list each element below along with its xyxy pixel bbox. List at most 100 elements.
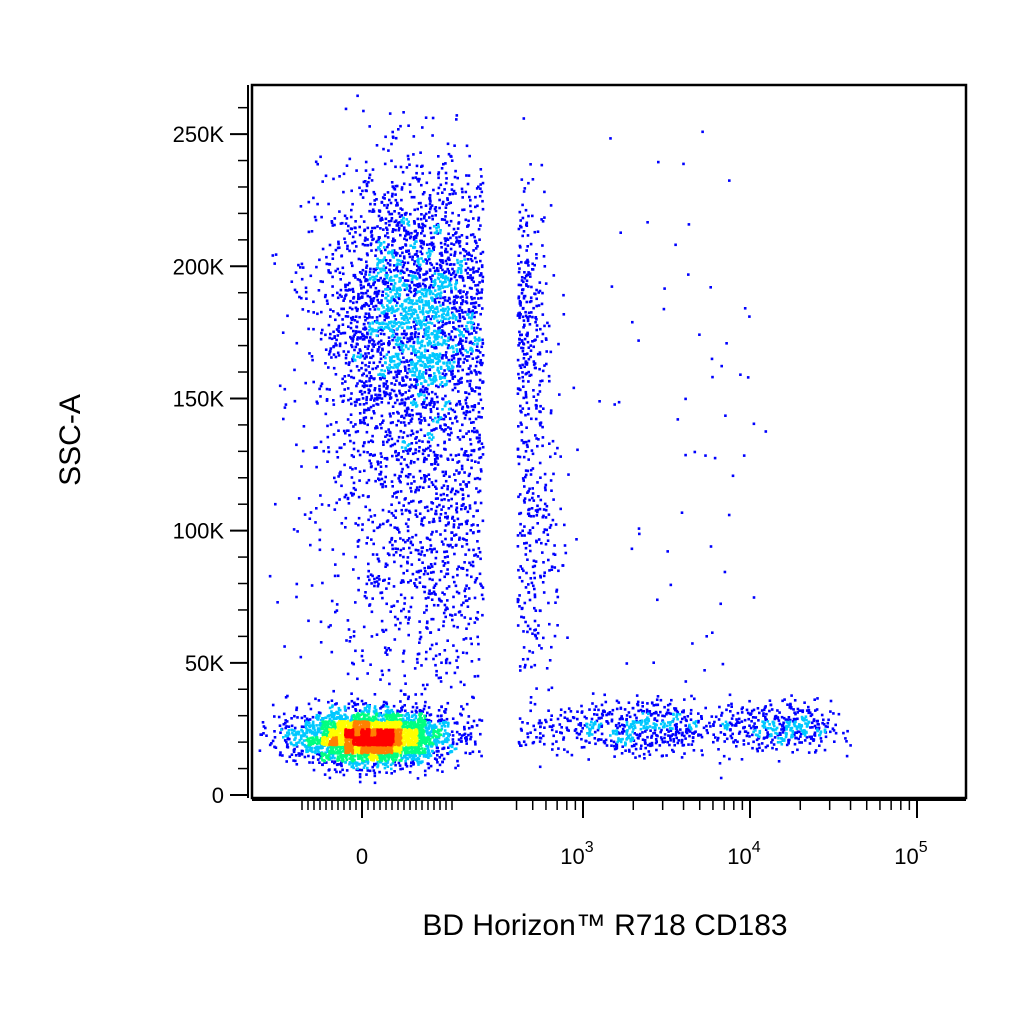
event-dot <box>519 304 522 307</box>
event-dot <box>395 274 399 278</box>
event-dot <box>439 367 443 370</box>
event-dot <box>356 307 359 311</box>
event-dot <box>815 719 819 723</box>
event-dot <box>347 706 350 710</box>
event-dot <box>315 400 319 404</box>
event-dot <box>400 470 404 474</box>
event-dot <box>409 235 412 238</box>
event-dot <box>437 628 441 631</box>
event-dot <box>413 335 417 339</box>
event-dot <box>336 267 340 271</box>
event-dot <box>409 719 413 722</box>
event-dot <box>444 394 447 398</box>
event-dot <box>452 321 455 324</box>
event-dot <box>526 491 529 494</box>
event-dot <box>429 341 432 345</box>
event-dot <box>811 726 814 729</box>
event-dot <box>325 761 328 764</box>
event-dot <box>352 630 356 633</box>
event-dot <box>754 716 758 719</box>
event-dot <box>434 497 438 500</box>
event-dot <box>392 389 396 393</box>
event-dot <box>527 264 530 267</box>
event-dot <box>655 719 659 723</box>
event-dot <box>424 700 427 704</box>
event-dot <box>465 702 469 706</box>
event-dot <box>438 653 441 656</box>
event-dot <box>426 365 429 369</box>
event-dot <box>423 284 427 287</box>
event-dot <box>473 501 477 505</box>
event-dot <box>758 731 761 735</box>
event-dot <box>378 473 381 476</box>
event-dot <box>395 379 398 382</box>
event-dot <box>400 384 404 387</box>
event-dot <box>535 736 538 739</box>
event-dot <box>363 384 367 387</box>
event-dot <box>406 293 410 297</box>
event-dot <box>442 747 446 750</box>
event-dot <box>520 292 524 295</box>
event-dot <box>396 301 399 305</box>
event-dot <box>450 358 454 362</box>
event-dot <box>529 473 533 476</box>
event-dot <box>725 342 728 345</box>
event-dot <box>441 261 445 265</box>
event-dot <box>559 708 563 711</box>
event-dot <box>465 542 469 546</box>
event-dot <box>373 453 376 457</box>
event-dot <box>333 768 337 771</box>
event-dot <box>338 708 342 712</box>
event-dot <box>368 377 371 380</box>
event-dot <box>467 733 470 737</box>
event-dot <box>469 268 472 271</box>
event-dot <box>409 386 412 389</box>
event-dot <box>655 748 658 752</box>
event-dot <box>553 544 556 547</box>
event-dot <box>384 248 387 252</box>
event-dot <box>831 727 835 730</box>
event-dot <box>657 713 660 717</box>
event-dot <box>425 604 428 608</box>
event-dot <box>532 571 536 575</box>
event-dot <box>430 322 434 325</box>
event-dot <box>383 376 386 380</box>
event-dot <box>356 338 359 341</box>
event-dot <box>478 750 481 753</box>
event-dot <box>816 722 820 726</box>
event-dot <box>270 742 273 745</box>
event-dot <box>542 636 545 640</box>
event-dot <box>624 749 627 752</box>
event-dot <box>766 744 769 748</box>
event-dot <box>296 716 299 719</box>
event-dot <box>525 401 529 405</box>
event-dot <box>467 223 470 227</box>
event-dot <box>559 731 562 734</box>
event-dot <box>456 436 460 439</box>
event-dot <box>541 551 544 554</box>
event-dot <box>406 360 409 363</box>
event-dot <box>462 638 466 641</box>
event-dot <box>395 263 398 267</box>
event-dot <box>394 352 398 356</box>
event-dot <box>634 742 638 746</box>
event-dot <box>433 372 436 375</box>
event-dot <box>443 243 447 246</box>
event-dot <box>324 333 327 337</box>
event-dot <box>416 255 419 258</box>
event-dot <box>650 734 654 738</box>
event-dot <box>392 249 396 252</box>
event-dot <box>397 435 401 439</box>
event-dot <box>444 372 448 376</box>
event-dot <box>436 296 439 300</box>
event-dot <box>778 711 781 714</box>
event-dot <box>323 295 327 299</box>
event-dot <box>450 730 454 733</box>
event-dot <box>423 388 427 391</box>
event-dot <box>808 735 811 739</box>
event-dot <box>348 157 352 161</box>
event-dot <box>457 343 460 346</box>
event-dot <box>524 310 527 314</box>
event-dot <box>363 239 367 242</box>
event-dot <box>344 288 348 292</box>
